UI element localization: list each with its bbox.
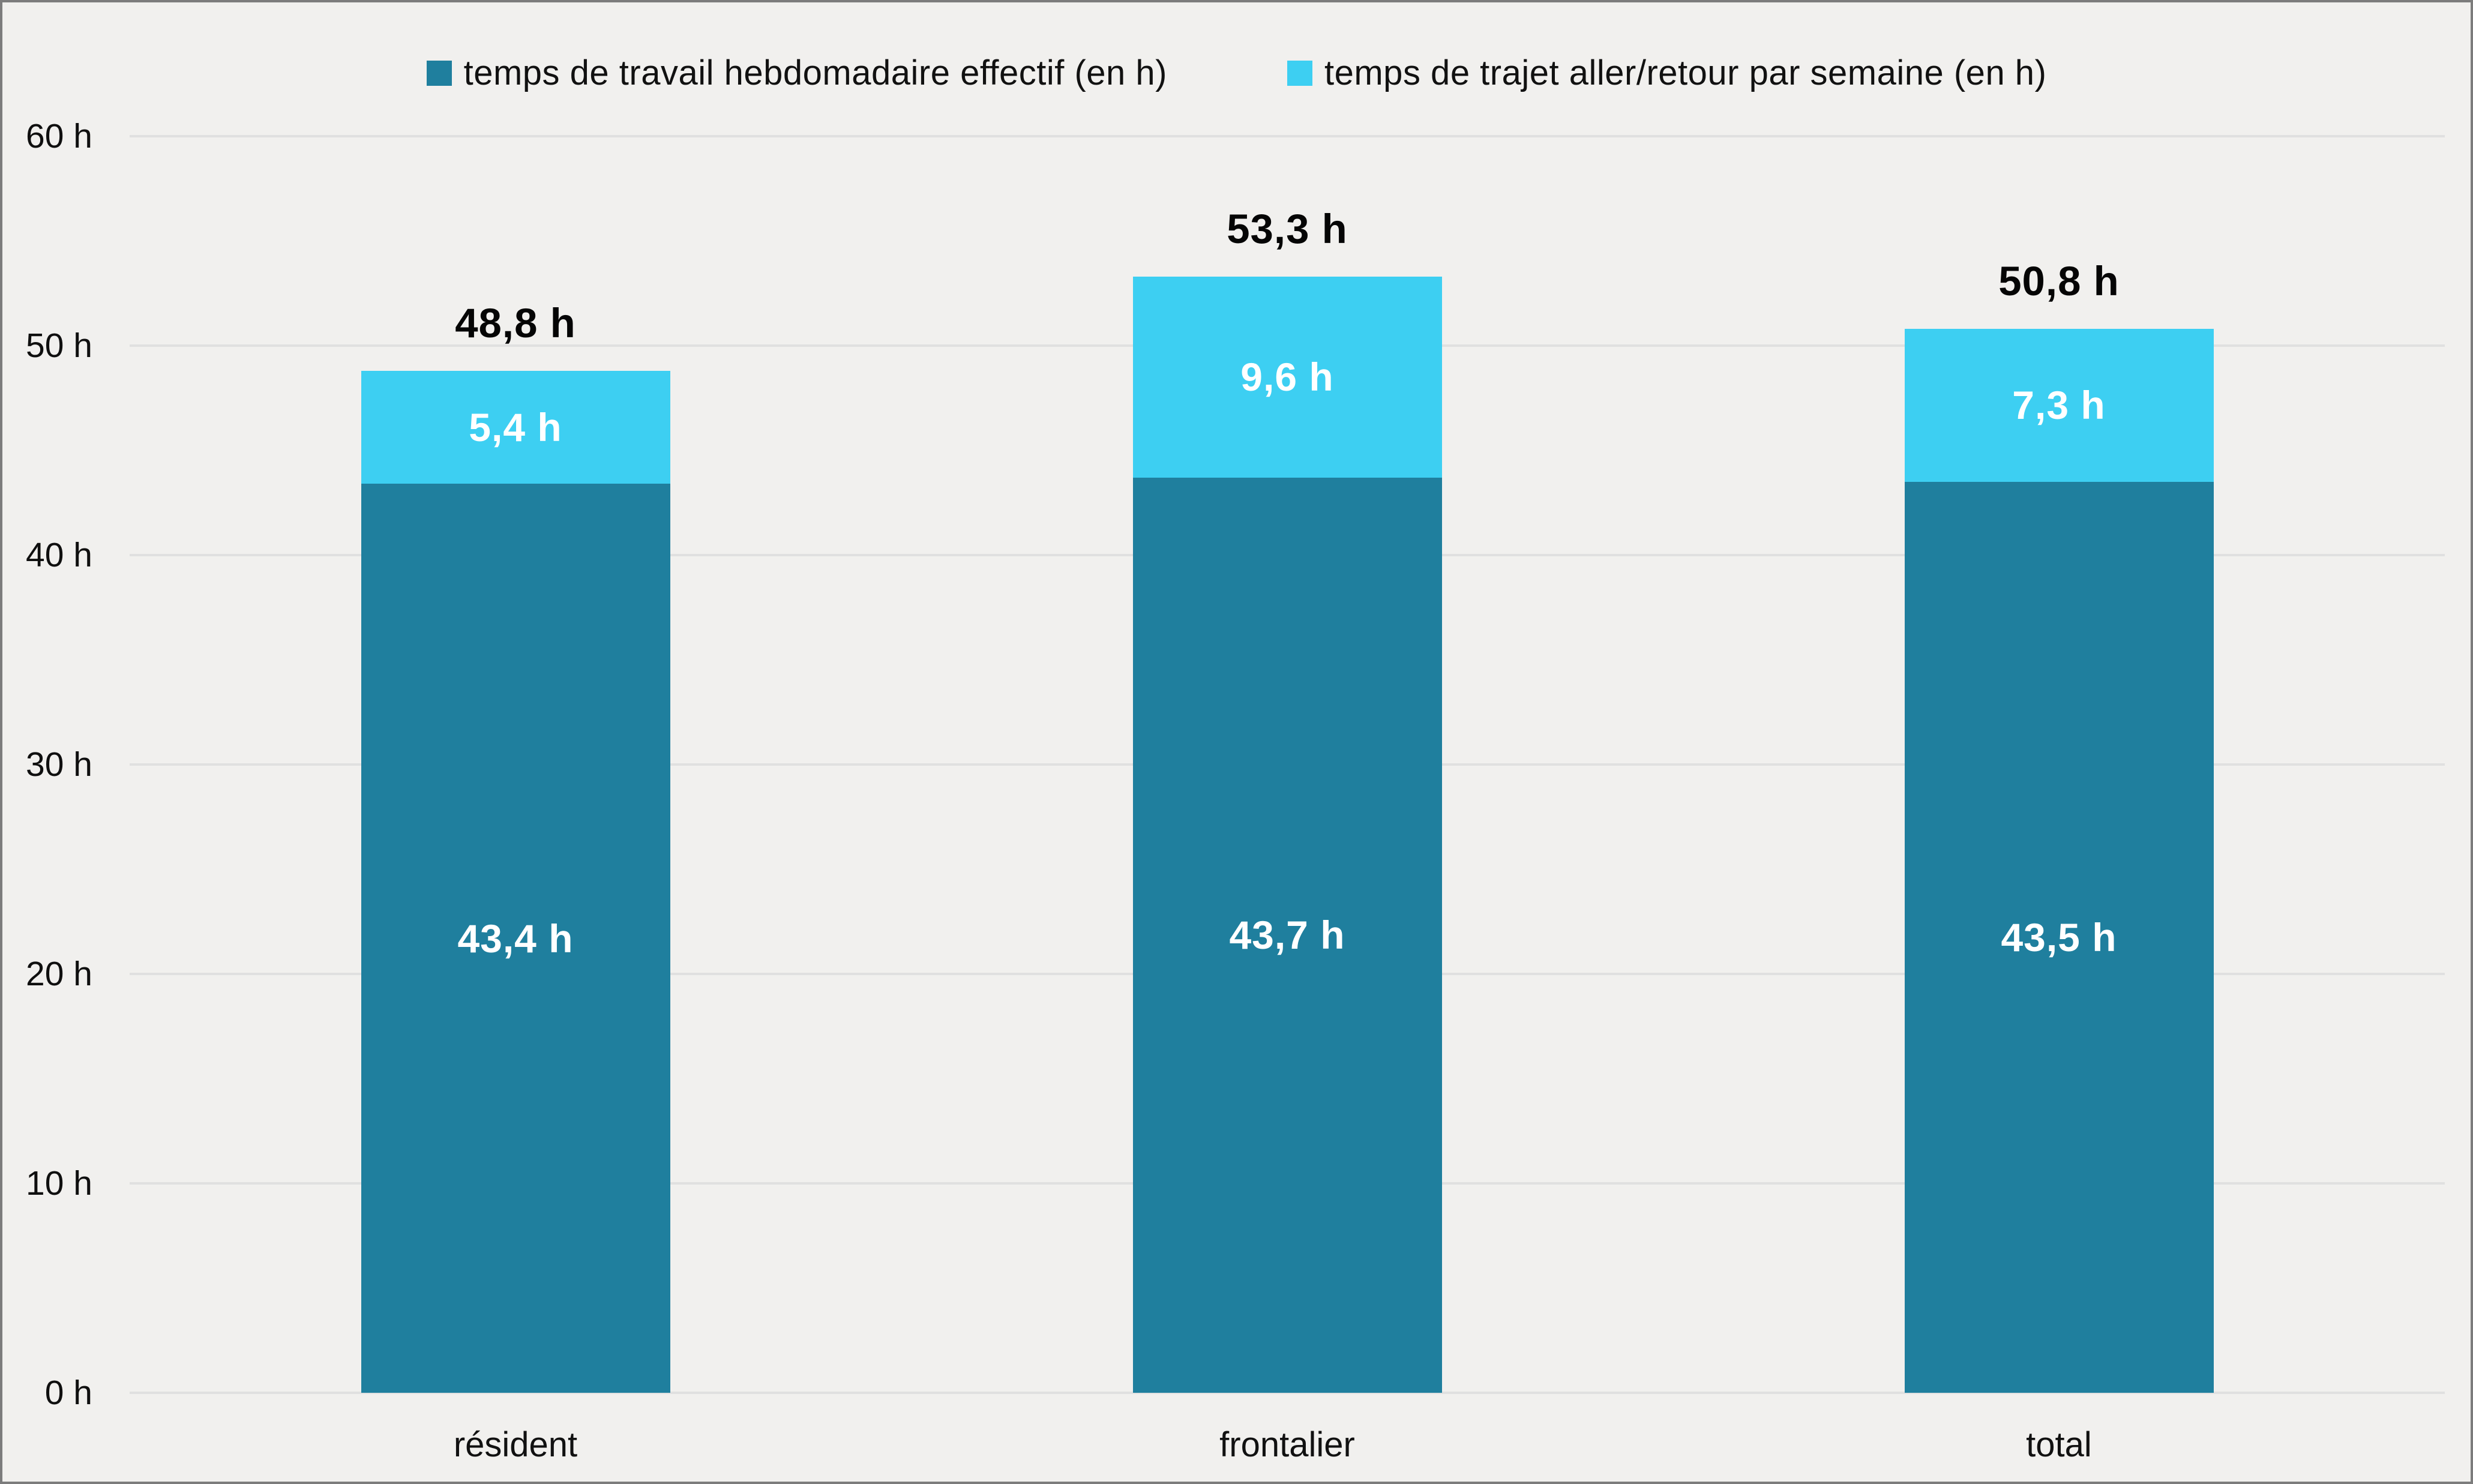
bar-segment-trajet-total: 7,3 h bbox=[1904, 329, 2214, 482]
y-tick-label-30h: 30 h bbox=[26, 745, 92, 784]
bar-total-label-frontalier: 53,3 h bbox=[1227, 205, 1348, 252]
y-tick-label-50h: 50 h bbox=[26, 326, 92, 365]
bar-total-label-total: 50,8 h bbox=[1998, 258, 2120, 305]
legend-label-trajet: temps de trajet aller/retour par semaine… bbox=[1324, 53, 2047, 92]
bar-segment-travail-total: 43,5 h bbox=[1904, 481, 2214, 1393]
segment-value-label: 9,6 h bbox=[1240, 355, 1334, 400]
bar-total-label-résident: 48,8 h bbox=[455, 299, 576, 346]
x-category-label-frontalier: frontalier bbox=[1219, 1425, 1355, 1464]
bar-segment-travail-résident: 43,4 h bbox=[361, 484, 670, 1393]
segment-value-label: 5,4 h bbox=[469, 405, 562, 450]
chart-legend: temps de travail hebdomadaire effectif (… bbox=[2, 53, 2471, 93]
legend-swatch-travail bbox=[426, 60, 452, 86]
segment-value-label: 7,3 h bbox=[2012, 383, 2106, 428]
bar-segment-travail-frontalier: 43,7 h bbox=[1132, 477, 1442, 1393]
segment-value-label: 43,4 h bbox=[457, 916, 574, 961]
x-category-label-total: total bbox=[2026, 1425, 2092, 1464]
segment-value-label: 43,5 h bbox=[2001, 915, 2117, 960]
legend-label-travail: temps de travail hebdomadaire effectif (… bbox=[463, 53, 1167, 92]
legend-item-trajet: temps de trajet aller/retour par semaine… bbox=[1287, 53, 2046, 93]
gridline-60h bbox=[130, 135, 2445, 137]
y-tick-label-60h: 60 h bbox=[26, 117, 92, 155]
legend-item-travail: temps de travail hebdomadaire effectif (… bbox=[426, 53, 1167, 93]
gridline-0h bbox=[130, 1392, 2445, 1394]
y-tick-label-10h: 10 h bbox=[26, 1164, 92, 1203]
bar-segment-trajet-résident: 5,4 h bbox=[361, 370, 670, 484]
legend-swatch-trajet bbox=[1287, 60, 1312, 86]
y-tick-label-20h: 20 h bbox=[26, 955, 92, 993]
x-category-label-résident: résident bbox=[453, 1425, 578, 1464]
segment-value-label: 43,7 h bbox=[1229, 913, 1345, 958]
y-tick-label-40h: 40 h bbox=[26, 536, 92, 574]
bar-segment-trajet-frontalier: 9,6 h bbox=[1132, 276, 1442, 478]
y-tick-label-0h: 0 h bbox=[44, 1374, 92, 1412]
